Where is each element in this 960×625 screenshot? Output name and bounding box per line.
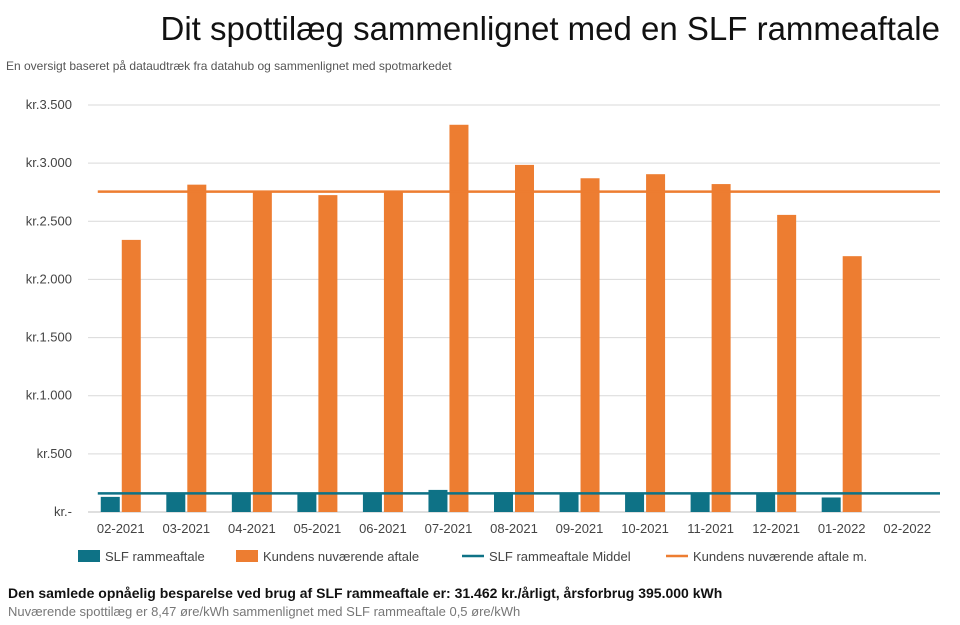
- chart-title: Dit spottilæg sammenlignet med en SLF ra…: [160, 10, 941, 47]
- bar-kundens-aftale: [187, 184, 207, 513]
- y-tick-label: kr.2.500: [26, 213, 72, 228]
- x-tick-label: 02-2021: [97, 521, 145, 536]
- legend-swatch: [78, 550, 100, 562]
- bar-kundens-aftale: [121, 239, 141, 513]
- bar-slf-rammeaftale: [231, 492, 251, 512]
- y-tick-label: kr.3.500: [26, 97, 72, 112]
- x-tick-label: 01-2022: [818, 521, 866, 536]
- bar-slf-rammeaftale: [428, 489, 448, 512]
- y-tick-label: kr.-: [54, 504, 72, 519]
- bar-kundens-aftale: [646, 174, 666, 512]
- bar-kundens-aftale: [252, 191, 272, 512]
- bar-slf-rammeaftale: [821, 497, 841, 512]
- bar-kundens-aftale: [580, 178, 600, 512]
- bar-slf-rammeaftale: [494, 492, 513, 512]
- y-tick-label: kr.500: [37, 446, 72, 461]
- x-tick-label: 06-2021: [359, 521, 407, 536]
- y-tick-label: kr.1.000: [26, 388, 72, 403]
- x-tick-label: 02-2022: [883, 521, 931, 536]
- legend-label: SLF rammeaftale: [105, 549, 205, 564]
- bar-slf-rammeaftale: [559, 492, 579, 512]
- bar-slf-rammeaftale: [625, 492, 645, 512]
- x-tick-label: 11-2021: [687, 521, 734, 536]
- legend-label: SLF rammeaftale Middel: [489, 549, 631, 564]
- bar-kundens-aftale: [777, 214, 797, 512]
- bar-kundens-aftale: [515, 164, 534, 512]
- bar-slf-rammeaftale: [166, 492, 186, 512]
- x-tick-label: 08-2021: [490, 521, 538, 536]
- spot-note: Nuværende spottilæg er 8,47 øre/kWh samm…: [8, 604, 521, 619]
- savings-summary: Den samlede opnåelig besparelse ved brug…: [8, 585, 723, 601]
- bar-kundens-aftale: [318, 195, 338, 512]
- bar-slf-rammeaftale: [100, 496, 120, 512]
- bar-slf-rammeaftale: [690, 492, 710, 512]
- bar-slf-rammeaftale: [362, 493, 382, 512]
- bar-chart: kr.- kr.500 kr.1.000 kr.1.500 kr.2.000 kr.2.5…: [26, 97, 940, 564]
- bar-kundens-aftale: [711, 184, 731, 512]
- legend-label: Kundens nuværende aftale m.: [693, 549, 867, 564]
- bar-slf-rammeaftale: [756, 493, 776, 512]
- y-tick-label: kr.3.000: [26, 155, 72, 170]
- x-tick-label: 05-2021: [294, 521, 342, 536]
- x-tick-label: 04-2021: [228, 521, 276, 536]
- y-tick-label: kr.1.500: [26, 330, 72, 345]
- bar-kundens-aftale: [842, 256, 862, 512]
- y-tick-label: kr.2.000: [26, 271, 72, 286]
- x-tick-label: 12-2021: [752, 521, 800, 536]
- x-tick-label: 07-2021: [425, 521, 473, 536]
- legend-swatch: [236, 550, 258, 562]
- bar-kundens-aftale: [449, 124, 469, 513]
- x-tick-label: 03-2021: [162, 521, 210, 536]
- legend-label: Kundens nuværende aftale: [263, 549, 419, 564]
- x-tick-label: 09-2021: [556, 521, 604, 536]
- bar-kundens-aftale: [383, 191, 403, 512]
- chart-subtitle: En oversigt baseret på dataudtræk fra da…: [6, 59, 452, 73]
- bar-slf-rammeaftale: [297, 493, 317, 512]
- x-tick-label: 10-2021: [621, 521, 669, 536]
